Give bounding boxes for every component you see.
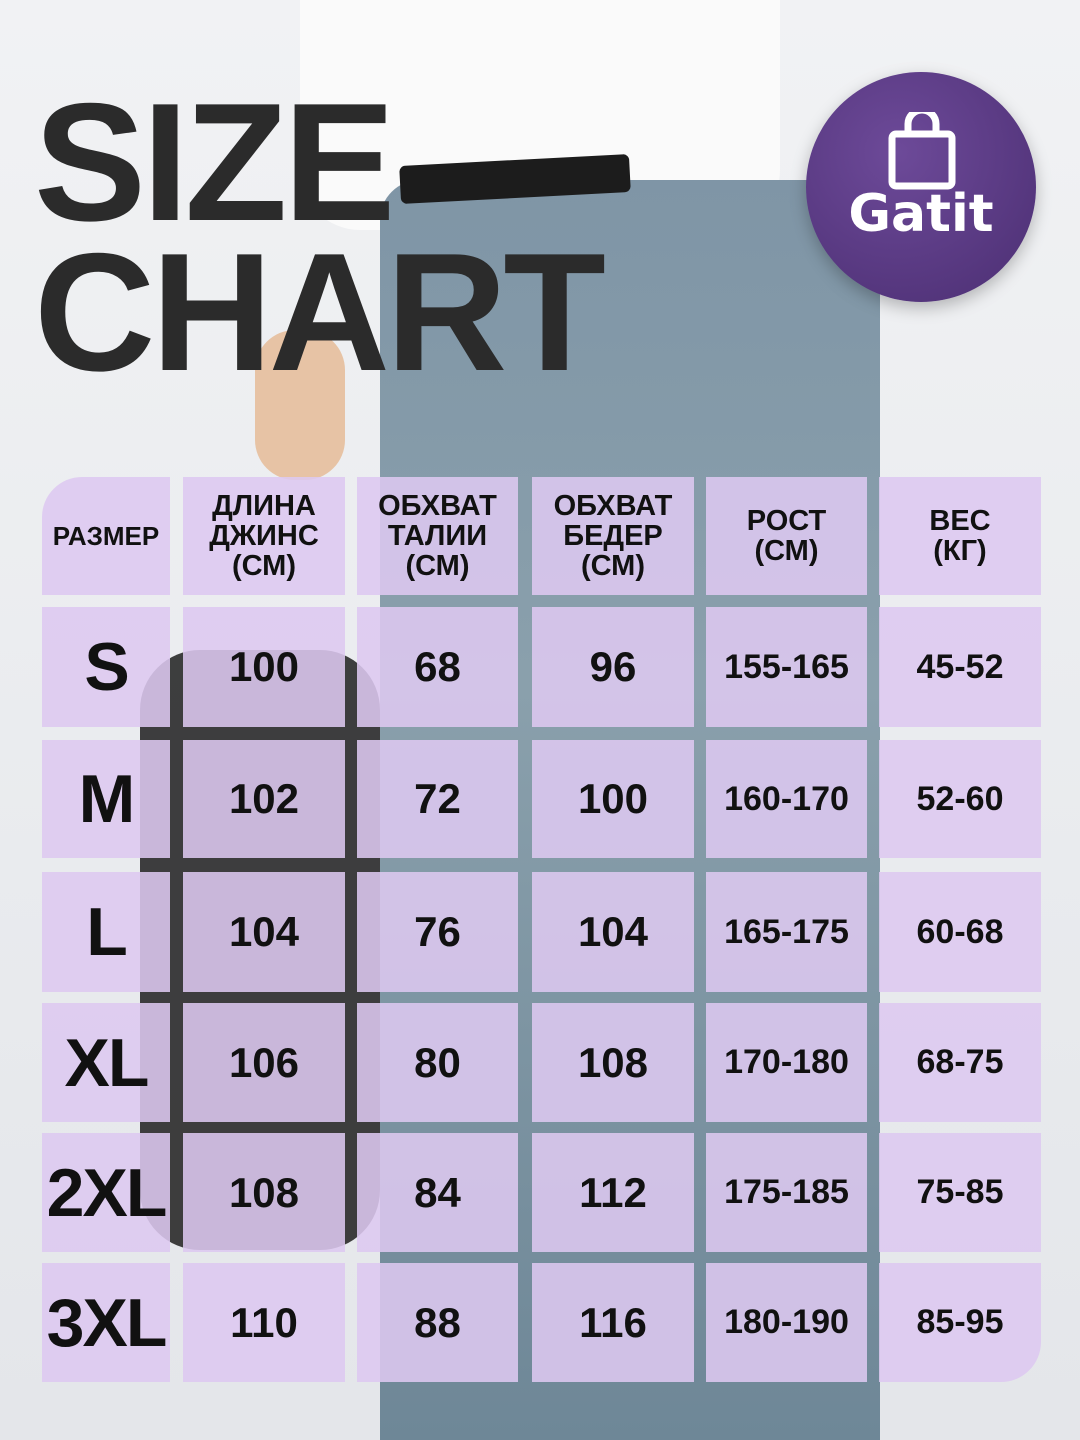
logo-text: Gatit (848, 184, 994, 244)
table-cell: 155-165 (706, 607, 867, 727)
table-cell: 175-185 (706, 1133, 867, 1252)
photo-arm (255, 330, 345, 480)
size-label: L (42, 872, 170, 992)
table-cell: 85-95 (879, 1263, 1041, 1382)
header-cell: ДЛИНА ДЖИНС (СМ) (183, 477, 345, 595)
size-label: 2XL (42, 1133, 170, 1252)
title-line-2: CHART (34, 218, 606, 406)
brand-logo: Gatit (806, 72, 1036, 302)
table-cell: 110 (183, 1263, 345, 1382)
size-label: XL (42, 1003, 170, 1122)
header-line: (СМ) (580, 550, 646, 582)
table-cell: 96 (532, 607, 694, 727)
table-cell: 52-60 (879, 740, 1041, 858)
header-cell: РАЗМЕР (42, 477, 170, 595)
table-cell: 112 (532, 1133, 694, 1252)
shopping-bag-icon (888, 112, 956, 190)
table-cell: 72 (357, 740, 518, 858)
header-cell: ВЕС (КГ) (879, 477, 1041, 595)
table-cell: 60-68 (879, 872, 1041, 992)
table-cell: 116 (532, 1263, 694, 1382)
header-cell: ОБХВАТ БЕДЕР (СМ) (532, 477, 694, 595)
header-line: РАЗМЕР (52, 521, 160, 551)
header-line: ОБХВАТ (378, 490, 497, 522)
header-line: БЕДЕР (563, 520, 663, 552)
header-line: (КГ) (933, 535, 987, 567)
table-cell: 180-190 (706, 1263, 867, 1382)
table-cell: 108 (532, 1003, 694, 1122)
header-line: ВЕС (929, 505, 991, 537)
table-cell: 106 (183, 1003, 345, 1122)
table-cell: 68 (357, 607, 518, 727)
header-line: РОСТ (746, 505, 827, 537)
table-cell: 84 (357, 1133, 518, 1252)
header-line: ТАЛИИ (387, 520, 488, 552)
size-label: 3XL (42, 1263, 170, 1382)
header-line: ОБХВАТ (553, 490, 673, 522)
header-line: ДЖИНС (209, 520, 319, 552)
size-label: M (42, 740, 170, 858)
table-cell: 75-85 (879, 1133, 1041, 1252)
table-cell: 160-170 (706, 740, 867, 858)
table-cell: 80 (357, 1003, 518, 1122)
table-cell: 45-52 (879, 607, 1041, 727)
size-label: S (42, 607, 170, 727)
header-line: (СМ) (405, 550, 470, 582)
header-line: ДЛИНА (212, 490, 316, 522)
table-cell: 102 (183, 740, 345, 858)
table-cell: 165-175 (706, 872, 867, 992)
table-cell: 88 (357, 1263, 518, 1382)
header-line: (СМ) (754, 535, 819, 567)
header-line: (СМ) (231, 550, 297, 582)
table-cell: 104 (183, 872, 345, 992)
table-cell: 100 (532, 740, 694, 858)
table-cell: 76 (357, 872, 518, 992)
header-cell: ОБХВАТ ТАЛИИ (СМ) (357, 477, 518, 595)
table-cell: 68-75 (879, 1003, 1041, 1122)
title-line-1: SIZE (34, 68, 395, 256)
table-cell: 170-180 (706, 1003, 867, 1122)
table-cell: 100 (183, 607, 345, 727)
header-cell: РОСТ (СМ) (706, 477, 867, 595)
table-cell: 104 (532, 872, 694, 992)
table-cell: 108 (183, 1133, 345, 1252)
